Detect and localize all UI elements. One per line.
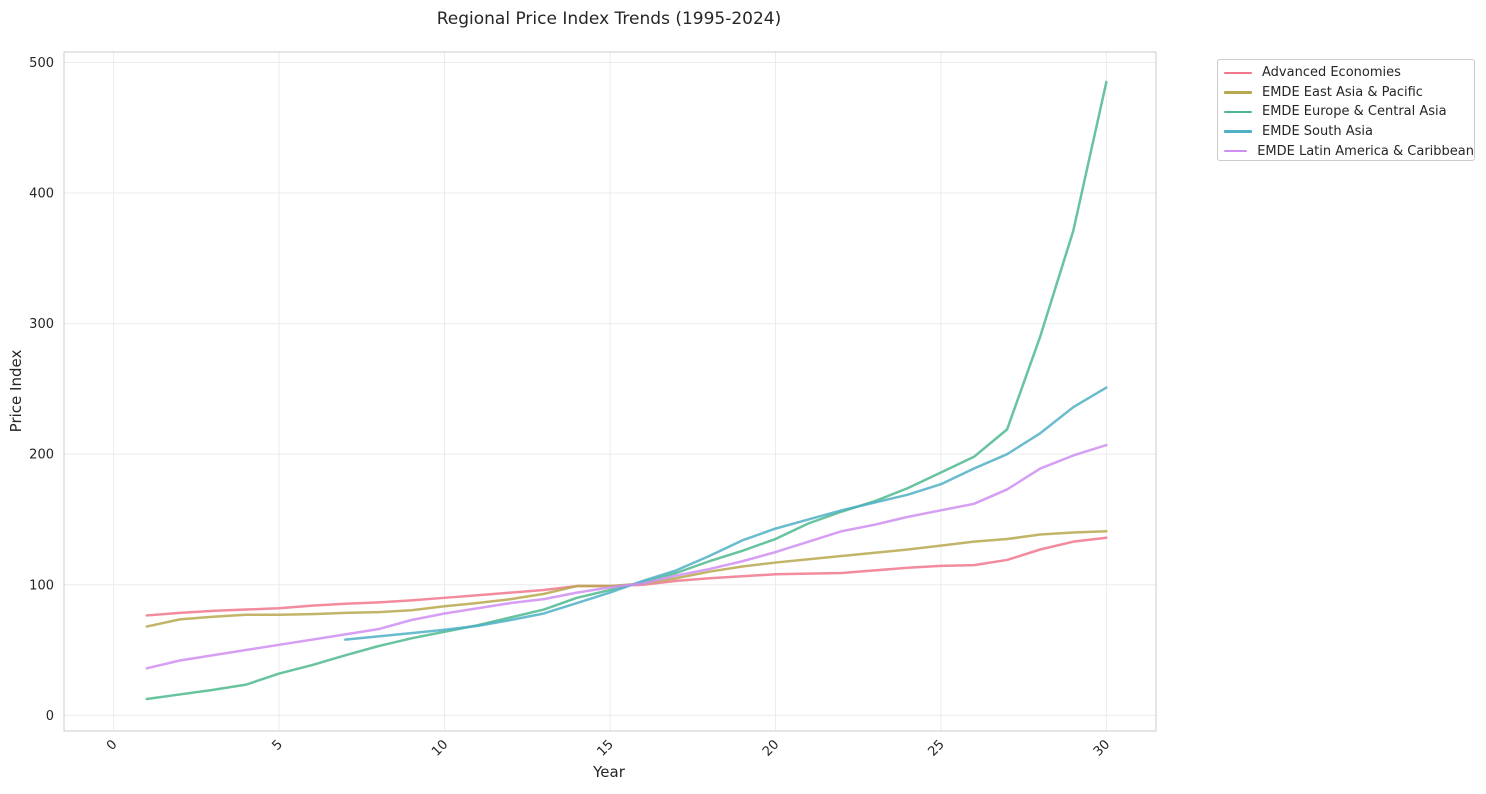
y-tick-label: 300 [29,317,54,332]
legend-label: EMDE Latin America & Caribbean [1257,143,1474,159]
y-axis-label: Price Index [7,350,25,433]
legend-item: EMDE East Asia & Pacific [1218,83,1474,103]
x-tick-label: 25 [925,737,947,759]
legend-label: Advanced Economies [1262,65,1401,81]
legend-item: EMDE South Asia [1218,122,1474,142]
chart-title: Regional Price Index Trends (1995-2024) [437,9,782,29]
x-tick-label: 0 [104,737,120,753]
legend-label: EMDE South Asia [1262,124,1373,140]
x-axis-ticks: 0 5 10 15 20 25 30 [104,737,1113,759]
legend-swatch [1224,149,1248,153]
plot-frame [63,51,1157,732]
legend-item: EMDE Europe & Central Asia [1218,102,1474,122]
legend-swatch [1224,71,1252,75]
legend-swatch [1224,91,1252,94]
legend-label: EMDE Europe & Central Asia [1262,104,1447,120]
x-tick-label: 30 [1091,737,1113,759]
x-tick-label: 15 [595,737,617,759]
x-axis-label: Year [592,763,626,781]
legend-item: Advanced Economies [1218,63,1474,83]
x-tick-label: 5 [269,737,285,753]
series-line-3 [344,386,1108,641]
y-tick-label: 500 [29,56,54,71]
legend-swatch [1224,110,1252,114]
y-tick-label: 200 [29,448,54,463]
legend-label: EMDE East Asia & Pacific [1262,84,1423,100]
y-axis-ticks: 0 100 200 300 400 500 [29,56,54,724]
y-tick-label: 400 [29,187,54,202]
grid [64,52,1156,731]
series-line-4 [145,443,1108,670]
legend: Advanced Economies EMDE East Asia & Pacif… [1217,59,1475,161]
x-tick-label: 20 [760,737,782,759]
series-lines [145,80,1108,701]
x-tick-label: 10 [429,737,451,759]
y-tick-label: 100 [29,578,54,593]
legend-swatch [1224,130,1252,133]
y-tick-label: 0 [46,709,54,724]
legend-item: EMDE Latin America & Caribbean [1218,141,1474,161]
